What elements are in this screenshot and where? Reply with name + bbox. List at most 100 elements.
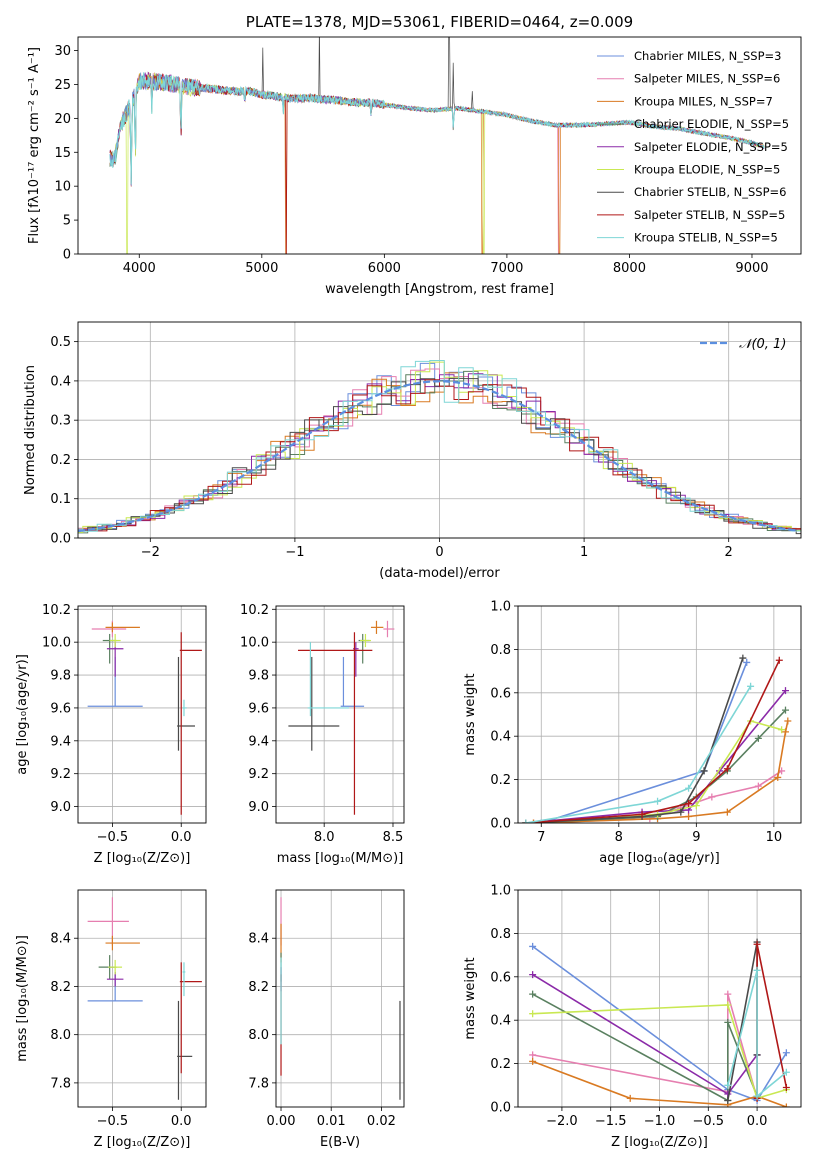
panel-mass-vs-Z: −0.5 0.0 7.8 8.0 8.2 8.4 Z [log₁₀(Z/Z⊙)] mass […	[15, 889, 207, 1150]
axes-frame	[517, 605, 802, 824]
series-marker	[529, 942, 537, 950]
y-axis-label: age [log₁₀(age/yr)]	[15, 654, 30, 775]
y-axis-label: mass weight	[463, 957, 478, 1039]
legend-entry: Kroupa ELODIE, N_SSP=5	[634, 163, 780, 177]
x-tick-label: −2.0	[546, 1114, 578, 1129]
errorbar-point-chabrier-elodie	[358, 633, 370, 664]
x-tick-label: 8000	[613, 261, 646, 276]
y-tick-label: 0.0	[490, 1101, 511, 1116]
errorbar-point-chabrier-miles	[340, 656, 365, 707]
y-tick-label: 0.4	[490, 1014, 511, 1029]
series-marker	[700, 767, 708, 775]
series-marker	[782, 1068, 790, 1076]
x-tick-label: −0.5	[97, 830, 129, 845]
x-tick-label: −1.5	[595, 1114, 627, 1129]
series-marker	[775, 656, 783, 664]
errorbar-point-kroupa-stelib	[182, 699, 187, 717]
y-tick-label: 8.4	[248, 932, 269, 947]
plot-area-age-vs-mass	[288, 620, 395, 815]
x-tick-label: 0.0	[171, 1114, 192, 1129]
x-tick-label: 10	[766, 830, 783, 845]
x-tick-label: 0.0	[747, 1114, 768, 1129]
legend-entry: Kroupa STELIB, N_SSP=5	[634, 231, 778, 245]
y-tick-label: 25	[54, 78, 71, 93]
plot-area-residuals	[78, 360, 801, 535]
y-tick-label: 9.8	[50, 669, 71, 684]
panel-age-vs-Z: −0.5 0.0 9.0 9.2 9.4 9.6 9.8 10.0 10.2 Z [log₁₀(Z…	[15, 603, 207, 866]
series-marker	[529, 1057, 537, 1065]
series-marker	[723, 765, 731, 773]
series-marker	[685, 784, 693, 792]
series-marker	[743, 658, 751, 666]
x-tick-label: 9000	[735, 261, 768, 276]
series-marker	[529, 990, 537, 998]
x-tick-label: −0.5	[693, 1114, 725, 1129]
plot-area-mass-vs-EBV	[280, 897, 401, 1100]
normal-curve	[78, 380, 799, 533]
y-tick-label: 0.8	[490, 927, 511, 942]
x-axis-label: mass [log₁₀(M/M⊙)]	[277, 851, 404, 866]
x-tick-label: 0	[435, 545, 443, 560]
series-marker	[724, 1001, 732, 1009]
y-tick-label: 5	[63, 214, 71, 229]
x-tick-label: −0.5	[97, 1114, 129, 1129]
y-tick-label: 9.6	[248, 701, 269, 716]
series-marker	[654, 797, 662, 805]
y-tick-label: 10.0	[240, 636, 269, 651]
series-line	[532, 945, 788, 1102]
x-axis-label: wavelength [Angstrom, rest frame]	[325, 282, 554, 297]
x-axis-label: age [log₁₀(age/yr)]	[599, 851, 720, 866]
errorbar-point-kroupa-miles	[370, 620, 384, 634]
y-tick-label: 0.1	[50, 492, 71, 507]
x-tick-label: 5000	[245, 261, 278, 276]
panel-massweight-vs-Z: −2.0 −1.5 −1.0 −0.5 0.0 0.0 0.2 0.4 0.6 0.8 1.0 Z […	[463, 884, 802, 1150]
panel-massweight-vs-age: 7 8 9 10 0.0 0.2 0.4 0.6 0.8 1.0 age [log₁₀(age/yr…	[463, 600, 802, 866]
y-tick-label: 8.2	[248, 980, 269, 995]
legend-entry: Salpeter STELIB, N_SSP=5	[634, 208, 785, 222]
y-tick-label: 0.6	[490, 686, 511, 701]
errorbar-point-salpeter-miles	[383, 620, 395, 638]
plot-area-massweight-vs-age	[522, 654, 792, 823]
y-tick-label: 15	[54, 146, 71, 161]
y-tick-label: 0.5	[50, 335, 71, 350]
series-marker	[754, 734, 762, 742]
x-axis-label: Z [log₁₀(Z/Z⊙)]	[94, 1135, 191, 1150]
y-tick-label: 9.0	[248, 800, 269, 815]
axes-frame	[275, 605, 405, 824]
y-axis-label: mass [log₁₀(M/M⊙)]	[15, 935, 30, 1062]
x-tick-label: 8	[615, 830, 623, 845]
y-tick-label: 0.2	[50, 453, 71, 468]
axes-frame	[77, 321, 802, 539]
series-marker	[522, 819, 530, 823]
y-tick-label: 9.2	[248, 767, 269, 782]
y-tick-label: 0.4	[490, 730, 511, 745]
y-tick-label: 10.2	[240, 603, 269, 618]
legend-entry: Chabrier ELODIE, N_SSP=5	[634, 117, 789, 131]
axes-frame	[77, 889, 207, 1108]
y-tick-label: 10.0	[42, 636, 71, 651]
series-marker	[626, 1094, 634, 1102]
y-tick-label: 0.3	[50, 414, 71, 429]
y-tick-label: 9.4	[248, 734, 269, 749]
y-tick-label: 8.4	[50, 932, 71, 947]
x-tick-label: 0.01	[317, 1114, 346, 1129]
y-tick-label: 10	[54, 180, 71, 195]
series-line	[525, 685, 752, 823]
y-tick-label: 9.0	[50, 800, 71, 815]
errorbar-point-kroupa-miles	[105, 935, 140, 951]
series-line	[525, 690, 787, 823]
y-tick-label: 0.0	[50, 532, 71, 547]
panel-age-vs-mass: 8.0 8.5 9.0 9.2 9.4 9.6 9.8 10.0 10.2 mass [log₁₀…	[240, 603, 405, 866]
x-tick-label: 7	[537, 830, 545, 845]
legend: Chabrier MILES, N_SSP=3 Salpeter MILES, N…	[597, 49, 789, 245]
series-line	[525, 659, 781, 823]
y-tick-label: 10.2	[42, 603, 71, 618]
series-marker	[781, 728, 789, 736]
errorbar-point-salpeter-stelib	[179, 632, 202, 815]
series-marker	[724, 1018, 732, 1026]
series-line	[532, 993, 758, 1099]
y-tick-label: 0.2	[490, 773, 511, 788]
panel-spectrum: 4000 5000 6000 7000 8000 9000 0 5 10 15 20 25 30 wave…	[27, 13, 802, 297]
series-marker	[784, 717, 792, 725]
